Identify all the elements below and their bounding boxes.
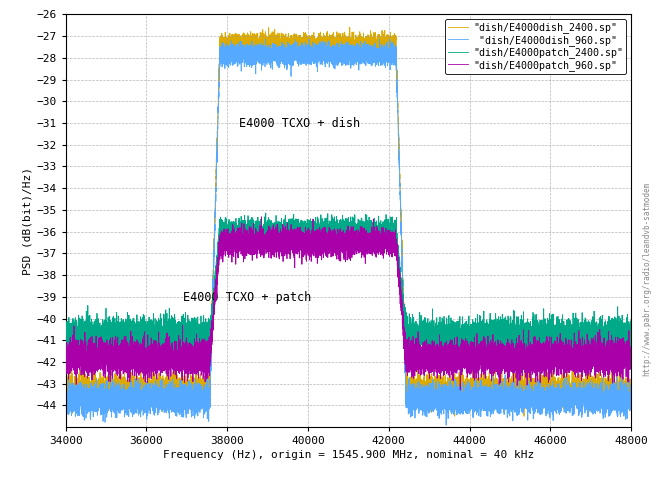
 "dish/E4000dish_960.sp" — [306, 36, 314, 42]
"dish/E4000patch_960.sp" — [238, 238, 246, 243]
"dish/E4000patch_960.sp" — [457, 387, 464, 393]
"dish/E4000dish_2400.sp" — [400, 291, 407, 297]
"dish/E4000patch_2400.sp" — [627, 335, 635, 341]
"dish/E4000patch_2400.sp" — [557, 331, 565, 337]
"dish/E4000dish_2400.sp" — [208, 321, 216, 326]
"dish/E4000dish_2400.sp" — [323, 49, 331, 55]
"dish/E4000patch_960.sp" — [208, 327, 216, 333]
Text: http://www.pabr.org/radio/leandvb-satmodem: http://www.pabr.org/radio/leandvb-satmod… — [642, 181, 651, 375]
Line: "dish/E4000dish_2400.sp": "dish/E4000dish_2400.sp" — [66, 27, 631, 416]
"dish/E4000patch_2400.sp" — [239, 223, 247, 228]
"dish/E4000patch_2400.sp" — [208, 301, 216, 307]
Y-axis label: PSD (dB(bit)/Hz): PSD (dB(bit)/Hz) — [22, 167, 32, 275]
 "dish/E4000dish_960.sp" — [557, 396, 565, 401]
"dish/E4000patch_2400.sp" — [323, 215, 331, 221]
"dish/E4000patch_2400.sp" — [400, 293, 407, 299]
"dish/E4000patch_960.sp" — [627, 357, 635, 362]
"dish/E4000patch_960.sp" — [323, 236, 331, 241]
Text: E4000 TCXO + dish: E4000 TCXO + dish — [239, 118, 360, 131]
"dish/E4000patch_2400.sp" — [62, 327, 70, 333]
"dish/E4000dish_2400.sp" — [557, 391, 565, 396]
"dish/E4000dish_2400.sp" — [62, 375, 70, 381]
 "dish/E4000dish_960.sp" — [442, 422, 450, 428]
"dish/E4000patch_960.sp" — [258, 214, 266, 220]
"dish/E4000patch_2400.sp" — [262, 210, 270, 216]
 "dish/E4000dish_960.sp" — [208, 323, 216, 329]
"dish/E4000dish_2400.sp" — [346, 24, 354, 30]
"dish/E4000patch_960.sp" — [239, 240, 247, 246]
"dish/E4000patch_960.sp" — [62, 351, 70, 357]
"dish/E4000dish_2400.sp" — [239, 47, 247, 53]
 "dish/E4000dish_960.sp" — [627, 394, 635, 399]
 "dish/E4000dish_960.sp" — [400, 305, 407, 311]
 "dish/E4000dish_960.sp" — [239, 56, 247, 62]
"dish/E4000patch_960.sp" — [557, 360, 565, 366]
 "dish/E4000dish_960.sp" — [238, 53, 246, 59]
Legend: "dish/E4000dish_2400.sp",  "dish/E4000dish_960.sp", "dish/E4000patch_2400.sp", ": "dish/E4000dish_2400.sp", "dish/E4000dis… — [445, 19, 626, 73]
Line:  "dish/E4000dish_960.sp": "dish/E4000dish_960.sp" — [66, 39, 631, 425]
 "dish/E4000dish_960.sp" — [323, 57, 331, 62]
Line: "dish/E4000patch_960.sp": "dish/E4000patch_960.sp" — [66, 217, 631, 390]
"dish/E4000patch_2400.sp" — [239, 231, 247, 237]
"dish/E4000patch_960.sp" — [400, 328, 407, 334]
"dish/E4000dish_2400.sp" — [238, 41, 246, 47]
Text: E4000 TCXO + patch: E4000 TCXO + patch — [183, 291, 311, 304]
 "dish/E4000dish_960.sp" — [62, 394, 70, 400]
X-axis label: Frequency (Hz), origin = 1545.900 MHz, nominal = 40 kHz: Frequency (Hz), origin = 1545.900 MHz, n… — [163, 450, 534, 460]
Line: "dish/E4000patch_2400.sp": "dish/E4000patch_2400.sp" — [66, 213, 631, 365]
"dish/E4000dish_2400.sp" — [520, 413, 528, 419]
"dish/E4000dish_2400.sp" — [627, 379, 635, 385]
"dish/E4000patch_2400.sp" — [152, 362, 159, 368]
